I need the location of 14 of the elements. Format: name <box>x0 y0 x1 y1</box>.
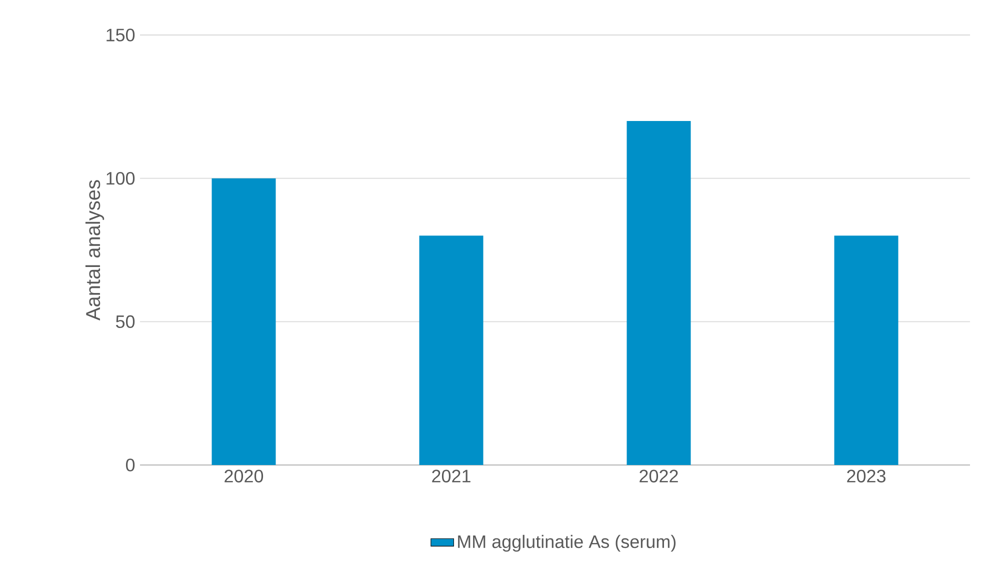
bar <box>834 236 898 465</box>
y-tick-label: 0 <box>126 458 135 472</box>
y-tick-label: 150 <box>106 28 135 42</box>
y-tick-label: 100 <box>106 172 135 185</box>
bar <box>212 178 276 465</box>
legend-label: MM agglutinatie As (serum) <box>458 534 676 552</box>
x-tick-label: 2022 <box>640 470 678 482</box>
x-tick-label: 2020 <box>224 470 264 482</box>
y-axis-title: Aantal analyses <box>85 180 104 321</box>
bar <box>626 121 691 465</box>
x-tick-label: 2023 <box>847 470 886 482</box>
bar <box>419 236 484 465</box>
y-tick-label: 50 <box>116 315 135 328</box>
x-tick-label: 2021 <box>432 470 470 482</box>
